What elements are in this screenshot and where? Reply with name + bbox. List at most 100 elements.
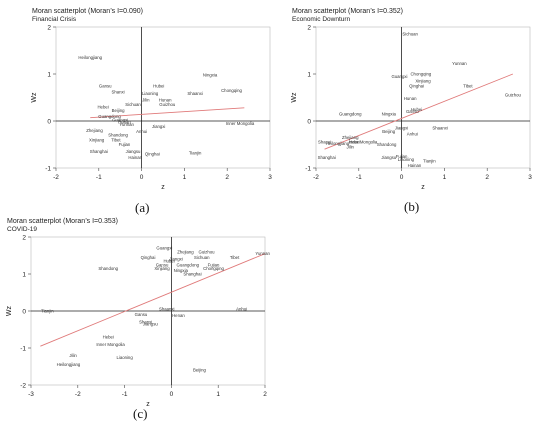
chart-1-point-label: Tianjin [423,158,436,163]
chart-2-point-label: Henan [172,313,185,318]
chart-0-point-label: Shandong [108,133,128,138]
chart-0-title: Moran scatterplot (Moran’s I=0.090) [32,8,143,15]
chart-0-xtick-label: 1 [183,174,187,181]
chart-0-point-label: Liaoning [142,91,159,96]
moran-plot-financial-crisis: Moran scatterplot (Moran’s I=0.090) Finan… [30,5,285,195]
chart-0-point-label: Guangdong [98,114,121,119]
chart-2-ylabel: Wz [6,305,13,316]
chart-0-point-label: Shanghai [90,149,108,154]
chart-2-ytick-label: -1 [20,345,26,352]
chart-0-point-label: Chongqing [221,88,242,93]
chart-2-point-label: Guangxi [156,246,172,251]
chart-0-ytick-label: 2 [47,24,51,31]
chart-2-point-label: Hubei [163,259,174,264]
chart-2-point-label: Hebei [103,334,114,339]
chart-0-xtick-label: 2 [225,174,229,181]
chart-0-point-label: Yunnan [119,122,134,127]
chart-0-point-label: Jiangsu [126,149,141,154]
chart-2-point-label: Yunnan [255,251,270,256]
chart-1-point-label: Shandong [377,142,397,147]
chart-2-point-label: Zhejiang [177,249,194,254]
chart-1-point-label: Inner Mongolia [349,140,378,145]
chart-1-point-label: Guangxi [391,74,407,79]
chart-0-xtick-label: -1 [96,174,102,181]
chart-1-point-label: Ningxia [382,111,397,116]
chart-2-point-label: Gansu [156,262,169,267]
chart-0-ytick-label: -1 [45,165,51,172]
chart-2-point-label: Shaanxi [159,307,175,312]
chart-2-point-label: Jilin [69,353,77,358]
chart-1-ylabel: Wz [291,92,298,103]
chart-1-point-label: Hubei [411,107,422,112]
chart-1-point-label: Guizhou [505,93,522,98]
chart-2-ytick-label: 2 [22,234,26,241]
chart-1-ytick-label: 1 [307,71,311,78]
chart-0-point-label: Guangxi [112,118,128,123]
chart-0-frame [55,26,271,169]
scatter-chart-c: Moran scatterplot (Moran’s I=0.353)COVID… [6,218,271,408]
chart-0-point-label: Guizhou [159,102,176,107]
chart-2-point-label: Gansu [135,312,148,317]
chart-1-xlabel: z [421,184,425,191]
chart-1-point-label: Anhui [407,132,418,137]
scatter-chart-b: Moran scatterplot (Moran’s I=0.352)Econo… [291,8,532,191]
chart-0-point-label: Tianjin [189,150,202,155]
chart-0-xtick-label: -2 [53,174,59,181]
chart-1-point-label: Yunnan [452,61,467,66]
chart-1-title: Moran scatterplot (Moran’s I=0.352) [292,8,403,15]
chart-0-point-label: Hubei [153,83,164,88]
chart-1-xtick-label: 2 [485,174,489,181]
chart-1-point-label: Jilin [347,144,355,149]
chart-2-point-label: Sichuan [194,255,210,260]
chart-1-xtick-label: -2 [313,174,319,181]
chart-1-point-label: Sichuan [402,32,418,37]
chart-0-point-label: Gansu [99,83,112,88]
chart-0-point-label: Shaanxi [187,91,203,96]
chart-2-xtick-label: -1 [122,391,128,398]
chart-2-point-label: Guizhou [198,249,215,254]
chart-2-point-label: Heilongjiang [57,362,81,367]
chart-0-fit-line [90,107,245,119]
caption-a: (a) [135,200,150,215]
chart-2-title: Moran scatterplot (Moran’s I=0.353) [7,218,118,225]
chart-0-subtitle: Financial Crisis [32,16,77,23]
chart-1-ytick-label: 0 [307,118,311,125]
chart-0-ytick-label: 0 [47,118,51,125]
chart-2-point-label: Tianjin [41,309,54,314]
chart-1-point-label: Liaoning [398,157,415,162]
moran-plot-economic-downturn: Moran scatterplot (Moran’s I=0.352) Econo… [290,5,545,195]
chart-0-point-label: Jiangxi [152,124,165,129]
chart-1-fit-line [324,73,514,150]
chart-0-ytick-label: 1 [47,71,51,78]
chart-2-point-label: Beijing [193,368,207,373]
chart-2-xtick-label: 2 [263,391,267,398]
caption-b: (b) [404,199,420,214]
chart-0-point-label: Qinghai [145,151,160,156]
chart-2-point-label: Anhui [236,307,247,312]
chart-2-point-label: Liaoning [116,355,133,360]
chart-1-xtick-label: 3 [528,174,532,181]
chart-0-point-label: Hebei [97,104,108,109]
chart-1-ytick-label: 2 [307,24,311,31]
chart-0-point-label: Beijing [112,108,126,113]
chart-2-point-label: Shandong [98,266,118,271]
chart-0-point-label: Hunan [159,97,172,102]
chart-1-point-label: Tibet [463,83,473,88]
chart-1-point-label: Jiangxi [395,126,408,131]
chart-0-point-label: Henan [118,119,131,124]
chart-0-point-label: Shanxi [111,89,124,94]
chart-1-point-label: Zhejiang [342,135,359,140]
chart-2-xtick-label: 1 [216,391,220,398]
chart-0-xtick-label: 3 [268,174,272,181]
chart-1-point-label: Hebei [349,140,360,145]
chart-2-point-label: Ningxia [174,268,189,273]
caption-c: (c) [133,406,148,421]
scatter-chart-a: Moran scatterplot (Moran’s I=0.090)Finan… [31,8,272,191]
chart-1-point-label: Shaanxi [432,126,448,131]
chart-2-fit-line [40,253,266,347]
chart-0-point-label: Fujian [119,142,131,147]
chart-2-xtick-label: -3 [28,391,34,398]
chart-2-point-label: Fujian [208,262,220,267]
chart-2-ytick-label: 1 [22,271,26,278]
chart-0-point-label: Tibet [111,137,121,142]
